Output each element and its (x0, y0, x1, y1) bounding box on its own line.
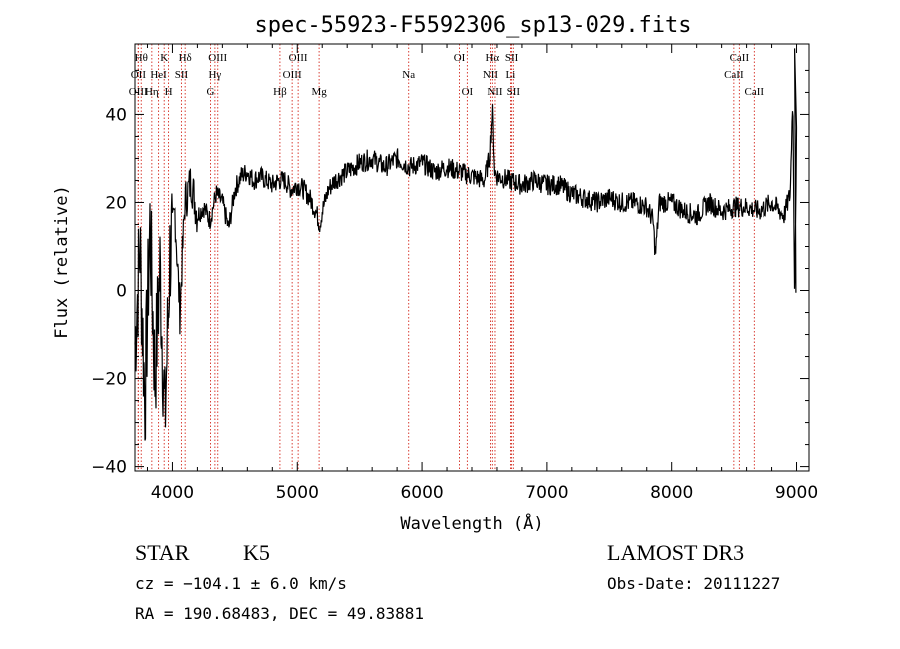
line-marker-label: G (207, 86, 215, 98)
plot-frame (134, 43, 810, 472)
line-marker-label: OIII (283, 69, 302, 81)
spectral-line-markers (137, 44, 755, 471)
chart-title: spec-55923-F5592306_sp13-029.fits (254, 13, 691, 38)
line-marker-label: SII (175, 69, 189, 81)
y-axis-label: Flux (relative) (52, 185, 72, 339)
line-marker-label: Hγ (208, 69, 221, 81)
line-marker-label: OI (462, 86, 474, 98)
line-marker-label: CaII (724, 69, 744, 81)
line-marker-label: OI (454, 52, 466, 64)
y-tick-label: −20 (91, 370, 127, 390)
object-subclass: K5 (243, 540, 270, 565)
object-class: STAR (135, 540, 190, 565)
x-axis-label: Wavelength (Å) (400, 512, 543, 534)
line-marker-label: SII (505, 52, 519, 64)
x-tick-label: 7000 (525, 483, 568, 503)
survey-label: LAMOST DR3 (607, 540, 745, 565)
y-tick-label: 20 (105, 193, 127, 213)
line-marker-label: Hη (145, 86, 159, 98)
redshift-readout: cz = −104.1 ± 6.0 km/s (135, 574, 347, 593)
line-marker-label: OIII (289, 52, 308, 64)
obs-date: Obs-Date: 20111227 (607, 574, 781, 593)
x-tick-label: 4000 (151, 483, 194, 503)
y-tick-label: −40 (91, 458, 127, 478)
ra-dec-readout: RA = 190.68483, DEC = 49.83881 (135, 604, 424, 623)
y-tick-label: 40 (105, 105, 127, 125)
line-marker-label: OIII (208, 52, 227, 64)
y-axis-ticks: −40 −20 0 20 40 (91, 69, 809, 478)
line-marker-label: H (165, 86, 173, 98)
line-marker-label: Hδ (179, 52, 192, 64)
x-axis-ticks: 4000 5000 6000 7000 8000 9000 (146, 44, 818, 503)
line-marker-label: SII (507, 86, 521, 98)
line-marker-label: Mg (311, 86, 327, 98)
line-marker-label: CaII (745, 86, 765, 98)
line-marker-label: CaII (730, 52, 750, 64)
line-marker-label: Na (402, 69, 415, 81)
x-tick-label: 5000 (276, 483, 319, 503)
line-marker-label: Hα (485, 52, 499, 64)
y-tick-label: 0 (116, 282, 127, 302)
line-marker-label: K (160, 52, 168, 64)
line-marker-label: Hβ (273, 86, 287, 98)
x-tick-label: 6000 (400, 483, 443, 503)
line-marker-label: NII (483, 69, 499, 81)
line-marker-label: Li (506, 69, 516, 81)
line-marker-label: NII (487, 86, 503, 98)
line-marker-label: HeI (150, 69, 167, 81)
x-tick-label: 9000 (775, 483, 818, 503)
flux-series-line (134, 48, 798, 441)
line-marker-label: Hθ (135, 52, 148, 64)
x-tick-label: 8000 (650, 483, 693, 503)
